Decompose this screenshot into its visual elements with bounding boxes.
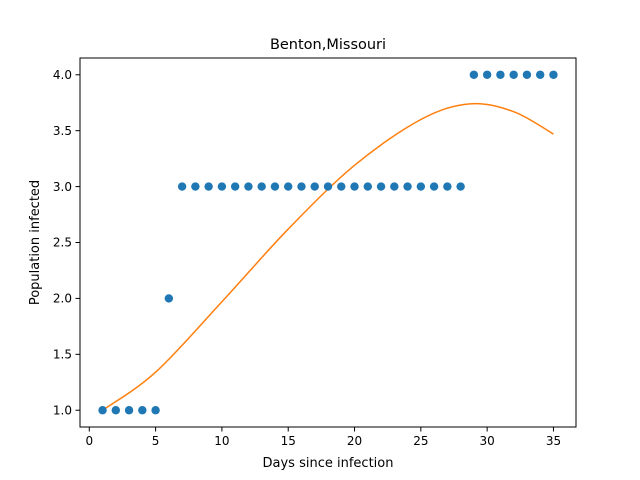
data-point	[509, 70, 518, 79]
x-tick-label: 25	[413, 434, 428, 448]
data-point	[164, 294, 174, 303]
data-point	[323, 182, 333, 191]
data-point	[403, 182, 412, 191]
data-point	[350, 182, 359, 191]
data-point	[257, 182, 266, 191]
data-point	[204, 182, 213, 191]
data-point	[98, 406, 107, 415]
y-tick-label: 4.0	[53, 68, 72, 82]
x-tick-label: 20	[347, 434, 362, 448]
data-point	[469, 70, 479, 79]
chart-title: Benton,Missouri	[270, 37, 386, 53]
data-point	[456, 182, 465, 191]
data-point	[138, 406, 147, 415]
y-axis: 1.0 1.5 2.0 2.5 3.0 3.5 4.0	[53, 68, 80, 417]
data-point	[284, 182, 293, 191]
x-tick-label: 35	[546, 434, 561, 448]
x-axis-label: Days since infection	[263, 456, 394, 471]
plot-area	[98, 70, 558, 415]
x-tick-label: 10	[214, 434, 229, 448]
data-point	[496, 70, 505, 79]
data-point	[270, 182, 280, 191]
x-tick-label: 0	[85, 434, 93, 448]
data-point	[244, 182, 253, 191]
x-tick-label: 15	[281, 434, 296, 448]
data-point	[337, 182, 346, 191]
fit-line	[102, 102, 554, 411]
y-tick-label: 2.5	[53, 236, 72, 250]
y-tick-label: 1.5	[53, 348, 72, 362]
data-point	[482, 70, 492, 79]
data-point	[443, 182, 452, 191]
data-point	[151, 406, 160, 415]
data-point	[522, 70, 532, 79]
x-tick-label: 30	[480, 434, 495, 448]
data-point	[191, 182, 200, 191]
x-tick-label: 5	[152, 434, 160, 448]
data-point	[297, 182, 306, 191]
data-point	[124, 406, 134, 415]
data-point	[390, 182, 399, 191]
y-tick-label: 3.5	[53, 124, 72, 138]
data-point	[111, 406, 121, 415]
data-point	[416, 182, 426, 191]
y-axis-label: Population infected	[28, 180, 43, 305]
data-point	[363, 182, 372, 191]
x-axis: 0 5 10 15 20 25 30 35	[85, 427, 561, 448]
data-point	[177, 182, 187, 191]
data-point	[549, 70, 558, 79]
data-point	[376, 182, 386, 191]
data-point	[230, 182, 240, 191]
data-point	[217, 182, 227, 191]
y-tick-label: 2.0	[53, 292, 72, 306]
data-point	[535, 70, 545, 79]
data-point	[429, 182, 439, 191]
y-tick-label: 3.0	[53, 180, 72, 194]
y-tick-label: 1.0	[53, 403, 72, 417]
data-point	[310, 182, 319, 191]
